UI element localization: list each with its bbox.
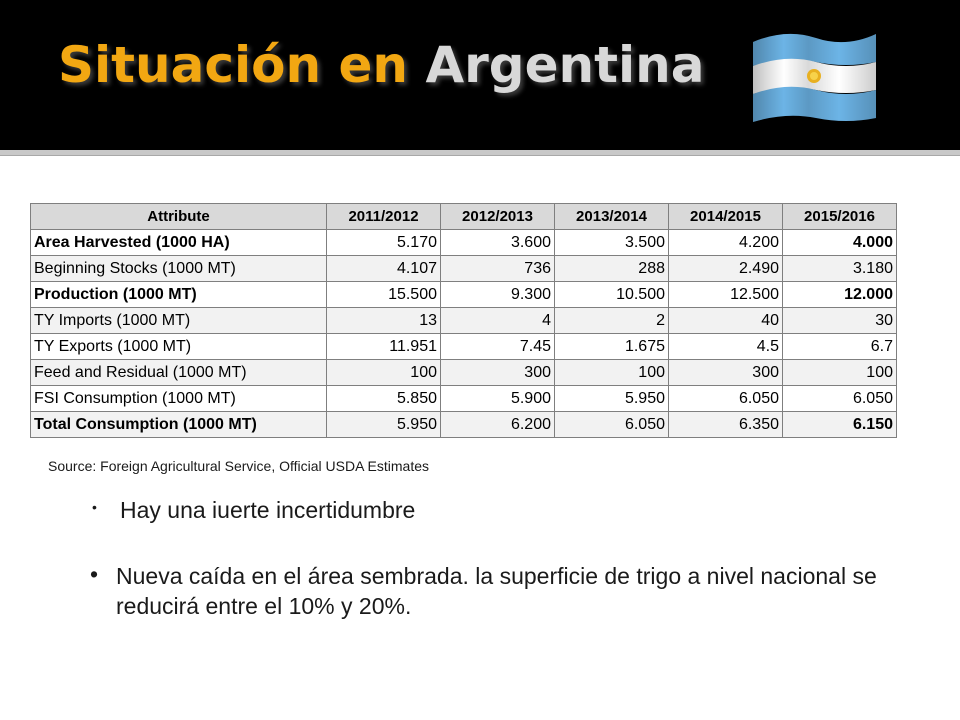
table-cell: 4.200 <box>668 229 783 256</box>
row-label: Beginning Stocks (1000 MT) <box>30 255 327 282</box>
table-cell: 9.300 <box>440 281 555 308</box>
bullet-dot-icon: • <box>92 499 97 515</box>
table-cell: 100 <box>554 359 669 386</box>
table-row: Production (1000 MT) 15.500 9.300 10.500… <box>30 281 897 308</box>
column-header: 2012/2013 <box>440 203 555 230</box>
bullet-dot-icon: • <box>90 561 99 587</box>
table-row: Beginning Stocks (1000 MT) 4.107 736 288… <box>30 255 897 282</box>
row-label: Total Consumption (1000 MT) <box>30 411 327 438</box>
column-header: 2014/2015 <box>668 203 783 230</box>
title-bar: Situación en Argentina <box>0 0 960 150</box>
table-cell: 4 <box>440 307 555 334</box>
table-cell: 5.850 <box>326 385 441 412</box>
table-cell: 11.951 <box>326 333 441 360</box>
table-row: Area Harvested (1000 HA) 5.170 3.600 3.5… <box>30 229 897 256</box>
table-cell: 6.050 <box>668 385 783 412</box>
table-row: Feed and Residual (1000 MT) 100 300 100 … <box>30 359 897 386</box>
wheat-data-table: Attribute 2011/2012 2012/2013 2013/2014 … <box>30 203 897 438</box>
table-cell: 100 <box>326 359 441 386</box>
row-label: Feed and Residual (1000 MT) <box>30 359 327 386</box>
bullet-text: Nueva caída en el área sembrada. la supe… <box>116 563 877 619</box>
column-header: 2015/2016 <box>782 203 897 230</box>
column-header: 2013/2014 <box>554 203 669 230</box>
table-cell: 3.600 <box>440 229 555 256</box>
table-cell: 3.500 <box>554 229 669 256</box>
table-cell: 100 <box>782 359 897 386</box>
table-cell: 1.675 <box>554 333 669 360</box>
row-label: Production (1000 MT) <box>30 281 327 308</box>
table-cell: 3.180 <box>782 255 897 282</box>
table-header-row: Attribute 2011/2012 2012/2013 2013/2014 … <box>30 203 897 230</box>
table-cell: 288 <box>554 255 669 282</box>
table-cell: 5.950 <box>326 411 441 438</box>
table-cell: 5.170 <box>326 229 441 256</box>
table-cell: 300 <box>668 359 783 386</box>
header-divider <box>0 150 960 156</box>
table-cell: 736 <box>440 255 555 282</box>
table-cell: 12.500 <box>668 281 783 308</box>
table-cell: 4.000 <box>782 229 897 256</box>
row-label: FSI Consumption (1000 MT) <box>30 385 327 412</box>
table-row: FSI Consumption (1000 MT) 5.850 5.900 5.… <box>30 385 897 412</box>
argentina-flag-icon <box>753 33 876 122</box>
column-header: Attribute <box>30 203 327 230</box>
table-cell: 6.050 <box>554 411 669 438</box>
title-country: Argentina <box>425 36 705 94</box>
table-cell: 6.350 <box>668 411 783 438</box>
table-cell: 5.950 <box>554 385 669 412</box>
table-cell: 30 <box>782 307 897 334</box>
table-cell: 2.490 <box>668 255 783 282</box>
table-cell: 15.500 <box>326 281 441 308</box>
table-cell: 10.500 <box>554 281 669 308</box>
table-cell: 4.107 <box>326 255 441 282</box>
table-cell: 4.5 <box>668 333 783 360</box>
table-cell: 13 <box>326 307 441 334</box>
table-cell: 40 <box>668 307 783 334</box>
table-cell: 6.050 <box>782 385 897 412</box>
row-label: TY Imports (1000 MT) <box>30 307 327 334</box>
table-row: TY Exports (1000 MT) 11.951 7.45 1.675 4… <box>30 333 897 360</box>
column-header: 2011/2012 <box>326 203 441 230</box>
table-cell: 2 <box>554 307 669 334</box>
table-cell: 12.000 <box>782 281 897 308</box>
title-accent: Situación en <box>58 36 426 94</box>
table-cell: 300 <box>440 359 555 386</box>
bullet-text: Hay una iuerte incertidumbre <box>120 497 416 523</box>
table-cell: 6.7 <box>782 333 897 360</box>
table-row: TY Imports (1000 MT) 13 4 2 40 30 <box>30 307 897 334</box>
table-cell: 5.900 <box>440 385 555 412</box>
table-cell: 6.200 <box>440 411 555 438</box>
row-label: TY Exports (1000 MT) <box>30 333 327 360</box>
row-label: Area Harvested (1000 HA) <box>30 229 327 256</box>
slide-title: Situación en Argentina <box>58 40 704 90</box>
source-note: Source: Foreign Agricultural Service, Of… <box>48 458 430 474</box>
table-cell: 6.150 <box>782 411 897 438</box>
table-row: Total Consumption (1000 MT) 5.950 6.200 … <box>30 411 897 438</box>
table-cell: 7.45 <box>440 333 555 360</box>
